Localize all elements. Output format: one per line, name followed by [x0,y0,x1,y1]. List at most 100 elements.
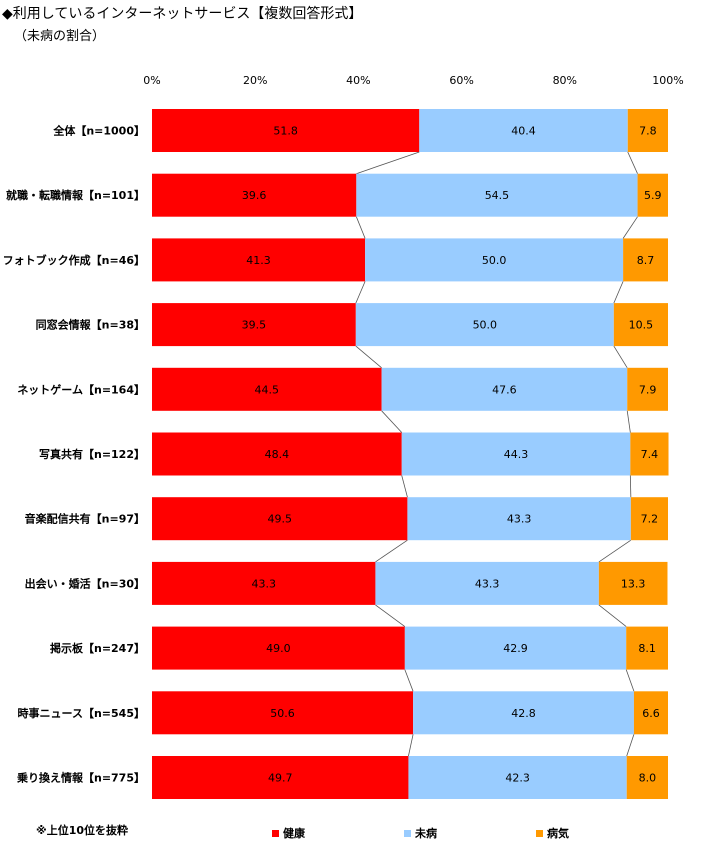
bar-segment [152,626,405,670]
category-label: 掲示板【n=247】 [50,641,145,655]
connector-line [613,281,624,304]
legend-swatch [536,830,543,837]
bar-segment [407,497,631,541]
bar-segment [613,303,668,347]
footnote: ※上位10位を抜粋 [36,824,129,837]
legend-swatch [272,830,279,837]
data-label: 42.3 [505,772,530,785]
category-label: 音楽配信共有【n=97】 [25,512,145,526]
bars: 51.8 40.4 7.8 39.6 54.5 5.9 41.3 50.0 8.7 39.5 50.… [152,109,669,799]
x-tick-label: 80% [553,74,577,87]
chart-subtitle: （未病の割合） [14,29,106,44]
data-label: 43.3 [475,577,500,590]
data-label: 48.4 [265,448,290,461]
bar-segment [598,561,668,605]
connector-line [627,151,638,174]
legend: 健康 未病 病気 [272,826,569,840]
data-label: 51.8 [273,125,298,138]
data-label: 49.5 [267,513,292,526]
data-label: 8.1 [638,642,656,655]
bar-segment [413,691,634,735]
bar-segment [630,432,669,476]
connector-line [356,151,420,175]
category-label: 全体【n=1000】 [52,124,145,138]
bar-segment [356,173,638,217]
bar-segment [627,367,668,411]
connector-line [629,475,632,498]
bar-segment [626,626,668,670]
bar-segment [152,497,408,541]
x-tick-label: 20% [243,74,267,87]
bar-segment [152,691,414,735]
data-label: 54.5 [485,189,510,202]
data-label: 10.5 [629,319,654,332]
category-label: 乗り換え情報【n=775】 [17,771,145,785]
legend-label: 病気 [547,826,569,840]
bar-segment [623,238,668,282]
connector-line [355,281,366,304]
connector-line [408,734,414,757]
data-label: 50.0 [473,319,498,332]
bar-segment [152,303,356,347]
legend-label: 未病 [414,826,437,840]
bar-segment [152,173,357,217]
connector-line [613,345,628,369]
data-label: 40.4 [511,125,536,138]
legend-swatch [404,830,411,837]
data-label: 42.9 [503,642,528,655]
connector-line [375,539,408,563]
bar-segment [152,367,382,411]
bar-segment [355,303,614,347]
bar-segment [627,109,668,152]
bar-segment [152,756,409,799]
category-label: 写真共有【n=122】 [39,447,145,461]
legend-label: 健康 [283,826,306,840]
connector-line [598,539,632,563]
connector-line [626,734,635,757]
data-label: 5.9 [644,189,662,202]
data-label: 7.2 [641,513,659,526]
bar-segment [381,367,628,411]
data-label: 43.3 [507,513,532,526]
data-label: 7.8 [639,125,657,138]
x-axis-ticks: 0% 20% 40% 60% 80% 100% [143,74,683,87]
category-label: 時事ニュース【n=545】 [18,706,145,720]
x-tick-label: 60% [449,74,473,87]
x-tick-label: 0% [143,74,160,87]
data-label: 39.5 [242,319,267,332]
data-label: 49.7 [268,772,293,785]
data-label: 50.6 [270,707,295,720]
x-tick-label: 40% [346,74,370,87]
connector-line [401,475,408,498]
connector-line [598,604,627,627]
bar-segment [401,432,631,476]
bar-segment [365,238,624,282]
category-labels: 全体【n=1000】就職・転職情報【n=101】フォトブック作成【n=46】同窓… [3,124,145,785]
connector-line [355,216,366,239]
data-label: 13.3 [621,577,646,590]
data-label: 39.6 [242,189,267,202]
bar-segment [375,561,599,605]
connector-line [625,669,635,692]
category-label: 就職・転職情報【n=101】 [6,188,145,202]
bar-segment [404,626,627,670]
data-label: 7.4 [641,448,659,461]
connector-line [375,604,406,627]
data-label: 8.7 [637,254,655,267]
bar-segment [633,691,668,735]
data-label: 42.8 [511,707,536,720]
data-label: 49.0 [266,642,291,655]
category-label: 同窓会情報【n=38】 [36,318,145,332]
connector-line [622,216,638,239]
bar-segment [152,561,376,605]
data-label: 43.3 [251,577,276,590]
bar-segment [626,756,668,799]
data-label: 50.0 [482,254,507,267]
bar-segment [637,173,668,217]
bar-segment [419,109,628,152]
category-label: 出会い・婚活【n=30】 [25,576,145,590]
bar-segment [152,109,420,152]
data-label: 41.3 [246,254,271,267]
data-label: 7.9 [639,383,657,396]
